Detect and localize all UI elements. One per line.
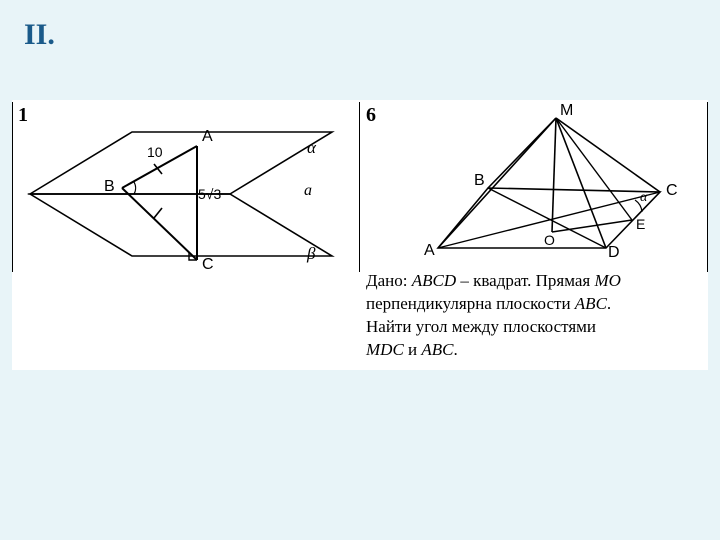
problem-6: 6 M A B C D E O α Дано: ABCD – к	[360, 100, 708, 370]
label-C: C	[202, 256, 214, 274]
problem-1: 1 A B C 10 5√3 α β a	[12, 100, 360, 370]
label-beta: β	[307, 244, 315, 264]
label-C: C	[666, 182, 678, 200]
problem-6-caption: Дано: ABCD – квадрат. Прямая MOперпендик…	[366, 270, 706, 362]
label-O: O	[544, 232, 555, 248]
label-E: E	[636, 216, 645, 232]
label-M: M	[560, 102, 573, 120]
figure-6	[360, 100, 708, 270]
label-A: A	[202, 128, 213, 146]
label-5root3: 5√3	[198, 186, 221, 202]
label-alpha: α	[307, 138, 316, 158]
label-B: B	[474, 172, 485, 190]
worksheet-panels: 1 A B C 10 5√3 α β a	[12, 100, 708, 370]
label-10: 10	[147, 144, 163, 160]
label-a-line: a	[304, 182, 312, 200]
label-B: B	[104, 178, 115, 196]
label-alpha: α	[640, 190, 647, 206]
section-heading: II.	[24, 18, 55, 52]
label-D: D	[608, 244, 620, 262]
label-A: A	[424, 242, 435, 260]
